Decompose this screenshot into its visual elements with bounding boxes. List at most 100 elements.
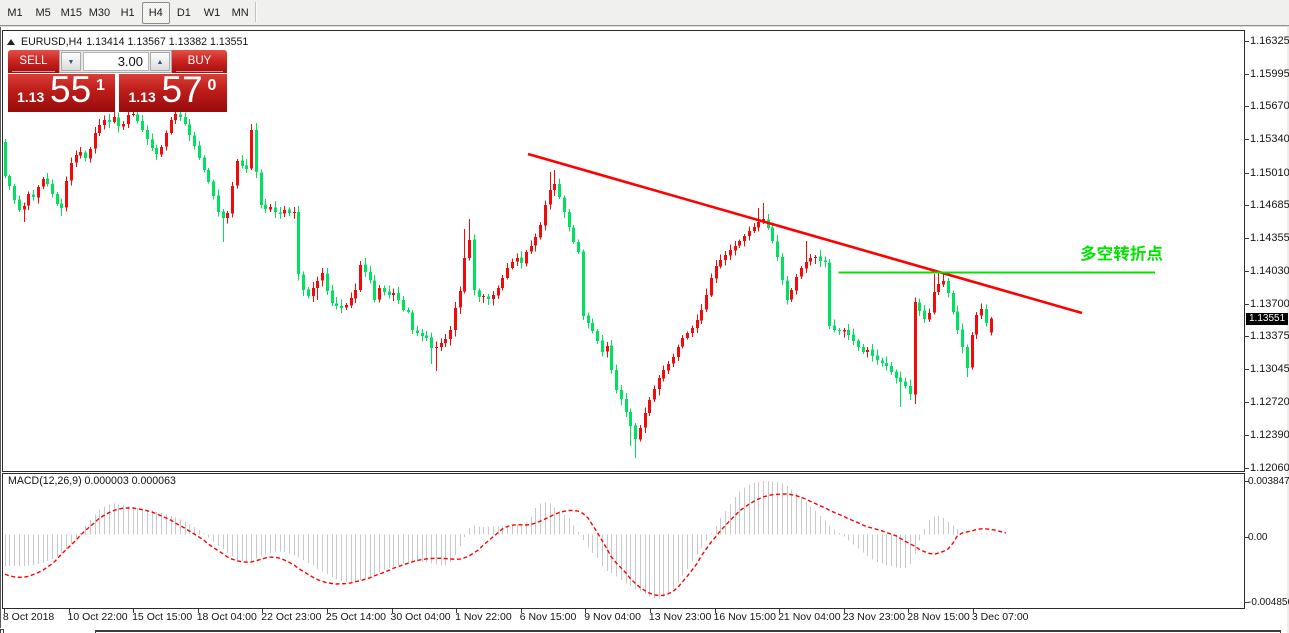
timeframe-button-m5[interactable]: M5 (35, 7, 51, 19)
candle-body (279, 212, 282, 214)
candle-body (260, 172, 263, 205)
candle-body (482, 296, 485, 298)
candle-body (113, 117, 116, 122)
candle-body (56, 194, 59, 204)
candle-body (715, 266, 718, 279)
candle-body (914, 302, 917, 395)
candle-body (70, 163, 73, 181)
timeframe-button-h4[interactable]: H4 (141, 2, 170, 24)
candle-body (975, 315, 978, 335)
one-click-trading-panel: SELL ▼ ▲ BUY 1.13 55 1 1.13 57 0 (8, 50, 227, 112)
macd-chart[interactable] (3, 474, 1244, 607)
time-tick (843, 609, 845, 613)
chart-tab-stub[interactable] (0, 629, 4, 633)
candle-body (961, 329, 964, 347)
macd-indicator-pane[interactable] (2, 473, 1245, 609)
toolbar-separator-highlight (256, 2, 257, 22)
time-tick (133, 609, 135, 613)
candle-body (435, 347, 438, 349)
descending-trendline[interactable] (527, 152, 1083, 315)
buy-price-box[interactable]: 1.13 57 0 (118, 69, 227, 112)
candle-body (449, 330, 452, 340)
candle-body (710, 278, 713, 296)
candle-body (734, 246, 737, 251)
candle-body (407, 309, 410, 312)
toolbar-separator (255, 2, 256, 22)
candle-body (601, 340, 604, 352)
timeframe-button-d1[interactable]: D1 (176, 7, 191, 19)
sell-price-prefix: 1.13 (17, 89, 45, 105)
price-tick (1244, 434, 1249, 436)
timeframe-button-w1[interactable]: W1 (203, 7, 221, 19)
candle-body (170, 120, 173, 134)
candle-body (534, 237, 537, 246)
buy-price-big: 57 (161, 69, 203, 110)
sell-button[interactable]: SELL (8, 50, 59, 73)
docked-panel-left-stub (95, 630, 96, 633)
time-tick (197, 609, 199, 613)
candle-body (809, 258, 812, 262)
price-tick (1244, 106, 1249, 108)
candle-body (212, 181, 215, 196)
time-label: 13 Nov 23:00 (648, 611, 712, 623)
candle-body (933, 292, 936, 313)
candle-body (179, 114, 182, 117)
sell-price-box[interactable]: 1.13 55 1 (8, 69, 115, 112)
time-label: 18 Oct 04:00 (196, 611, 257, 623)
volume-decrease-button[interactable]: ▼ (61, 52, 81, 71)
window-left-frame (0, 27, 1, 628)
buy-price-prefix: 1.13 (128, 89, 156, 105)
price-label: 1.14355 (1250, 232, 1289, 245)
candle-body (662, 370, 665, 379)
collapse-panel-icon[interactable] (7, 39, 15, 45)
candle-body (264, 204, 267, 209)
candle-body (738, 241, 741, 246)
candle-body (971, 335, 974, 368)
ohlc-open: 1.13414 (86, 36, 125, 48)
candle-body (468, 240, 471, 258)
candle-body (497, 288, 500, 296)
candle-body (549, 190, 552, 205)
candle-body (572, 227, 575, 242)
sell-price-sup: 1 (96, 76, 105, 94)
timeframe-button-m1[interactable]: M1 (7, 7, 23, 19)
buy-button[interactable]: BUY (172, 50, 227, 73)
candle-body (506, 268, 509, 278)
candle-body (658, 378, 661, 389)
candle-body (75, 155, 78, 163)
candle-body (359, 265, 362, 290)
toolbar-bottom-edge-light (0, 26, 1289, 27)
candle-body (117, 117, 120, 126)
candle-body (492, 295, 495, 299)
timeframe-button-m15[interactable]: M15 (60, 7, 82, 19)
price-label: 1.15340 (1250, 133, 1289, 146)
candle-body (23, 206, 26, 210)
volume-increase-button[interactable]: ▲ (150, 52, 170, 71)
candle-body (312, 288, 315, 297)
candle-body (582, 251, 585, 316)
macd-scale-label: -0.004856 (1248, 597, 1289, 608)
timeframe-button-m30[interactable]: M30 (88, 7, 111, 19)
macd-tick (1244, 602, 1249, 603)
timeframe-button-h1[interactable]: H1 (120, 7, 135, 19)
candle-body (193, 135, 196, 146)
macd-tick (1244, 481, 1249, 482)
candle-body (174, 114, 177, 120)
candlestick-chart[interactable] (3, 31, 1244, 470)
candle-body (743, 236, 746, 241)
candle-body (776, 241, 779, 257)
time-tick (908, 609, 910, 613)
candle-body (255, 130, 258, 172)
candle-body (188, 124, 191, 135)
candle-body (184, 117, 187, 124)
candle-body (553, 184, 556, 190)
buy-price-sup: 0 (207, 76, 217, 94)
chart-symbol-period: EURUSD,H4 (21, 36, 83, 48)
timeframe-button-mn[interactable]: MN (231, 7, 249, 19)
candle-body (430, 337, 433, 348)
candle-body (625, 398, 628, 412)
candle-body (302, 274, 305, 290)
volume-input[interactable] (83, 52, 149, 71)
candle-body (539, 225, 542, 238)
timeframe-toolbar: M1 M5 M15 M30 H1 H4 D1 W1 MN (0, 0, 1289, 25)
